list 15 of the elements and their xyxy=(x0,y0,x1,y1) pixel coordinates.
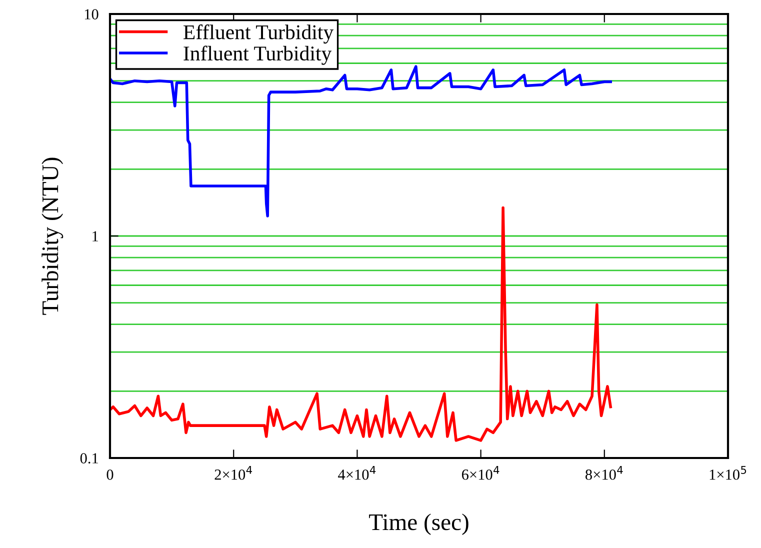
x-axis-title: Time (sec) xyxy=(369,514,468,535)
x-tick-label: 0 xyxy=(106,470,114,480)
legend-label: Effluent Turbidity xyxy=(184,24,334,44)
y-tick-label: 10 xyxy=(84,9,98,20)
line-series xyxy=(110,206,612,442)
x-tick-label: 1×10$^{5}$ xyxy=(710,466,746,480)
line-series xyxy=(110,65,612,218)
x-tick-label: 4×10$^{4}$ xyxy=(338,466,376,480)
y-tick-label: 1 xyxy=(92,231,98,242)
x-tick-label: 8×10$^{4}$ xyxy=(586,466,623,480)
x-tick-label: 6×10$^{4}$ xyxy=(462,466,500,480)
legend-label: Influent Turbidity xyxy=(184,46,332,65)
x-tick-label: 2×10$^{4}$ xyxy=(214,466,252,480)
y-tick-label: 0.1 xyxy=(80,453,98,464)
y-axis-title: Turbidity (NTU) xyxy=(42,158,64,315)
